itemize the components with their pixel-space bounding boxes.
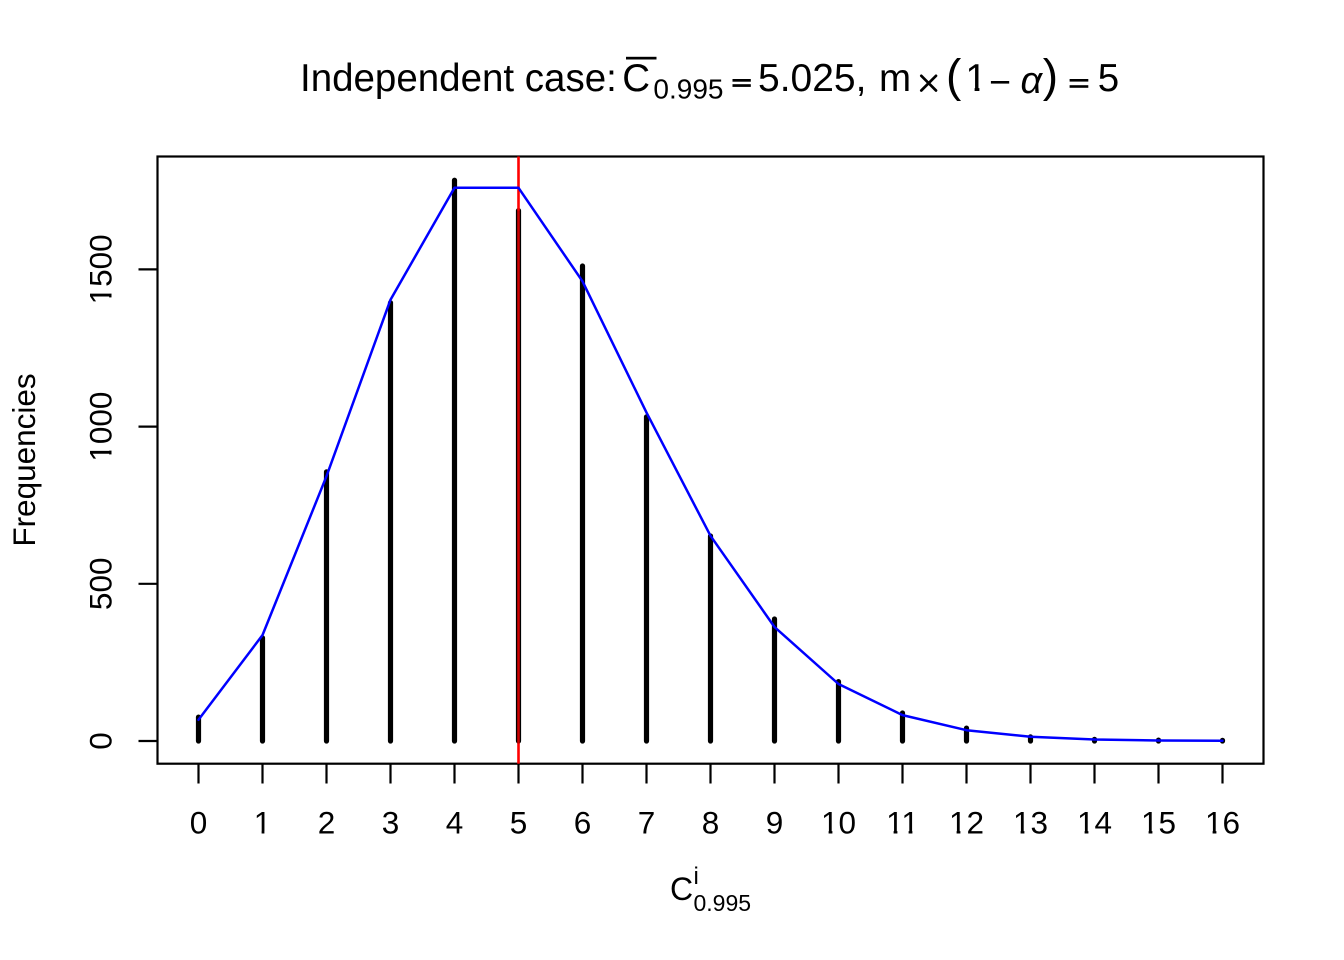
svg-text:14: 14	[1077, 805, 1112, 841]
svg-text:0.995: 0.995	[653, 73, 723, 104]
svg-text:7: 7	[638, 805, 656, 841]
svg-text:0.995: 0.995	[694, 890, 752, 916]
svg-text:2: 2	[318, 805, 336, 841]
svg-text:5: 5	[1098, 57, 1119, 100]
svg-text:(: (	[946, 50, 962, 102]
svg-text:500: 500	[83, 558, 119, 611]
svg-text:C: C	[670, 871, 693, 907]
svg-text:1000: 1000	[83, 392, 119, 462]
svg-text:1: 1	[254, 805, 272, 841]
svg-text:5.025,: 5.025,	[758, 57, 866, 100]
svg-text:C: C	[622, 57, 650, 100]
svg-text:3: 3	[382, 805, 400, 841]
svg-text:6: 6	[574, 805, 592, 841]
svg-text:11: 11	[886, 805, 919, 841]
svg-text:0: 0	[190, 805, 208, 841]
svg-text:15: 15	[1141, 805, 1176, 841]
svg-text:4: 4	[446, 805, 464, 841]
svg-text:0: 0	[83, 732, 119, 750]
svg-text:10: 10	[821, 805, 856, 841]
svg-text:1: 1	[965, 57, 986, 100]
svg-text:Frequencies: Frequencies	[6, 373, 42, 546]
svg-text:16: 16	[1205, 805, 1240, 841]
svg-text:13: 13	[1013, 805, 1048, 841]
svg-text:i: i	[694, 863, 699, 890]
svg-text:5: 5	[510, 805, 528, 841]
svg-text:α: α	[1021, 60, 1044, 102]
svg-text:8: 8	[702, 805, 720, 841]
svg-text:12: 12	[949, 805, 984, 841]
svg-text:9: 9	[766, 805, 784, 841]
svg-text:m: m	[879, 57, 911, 100]
svg-text:Independent case:: Independent case:	[300, 57, 617, 100]
svg-text:): )	[1043, 50, 1058, 102]
svg-text:1500: 1500	[83, 234, 119, 304]
